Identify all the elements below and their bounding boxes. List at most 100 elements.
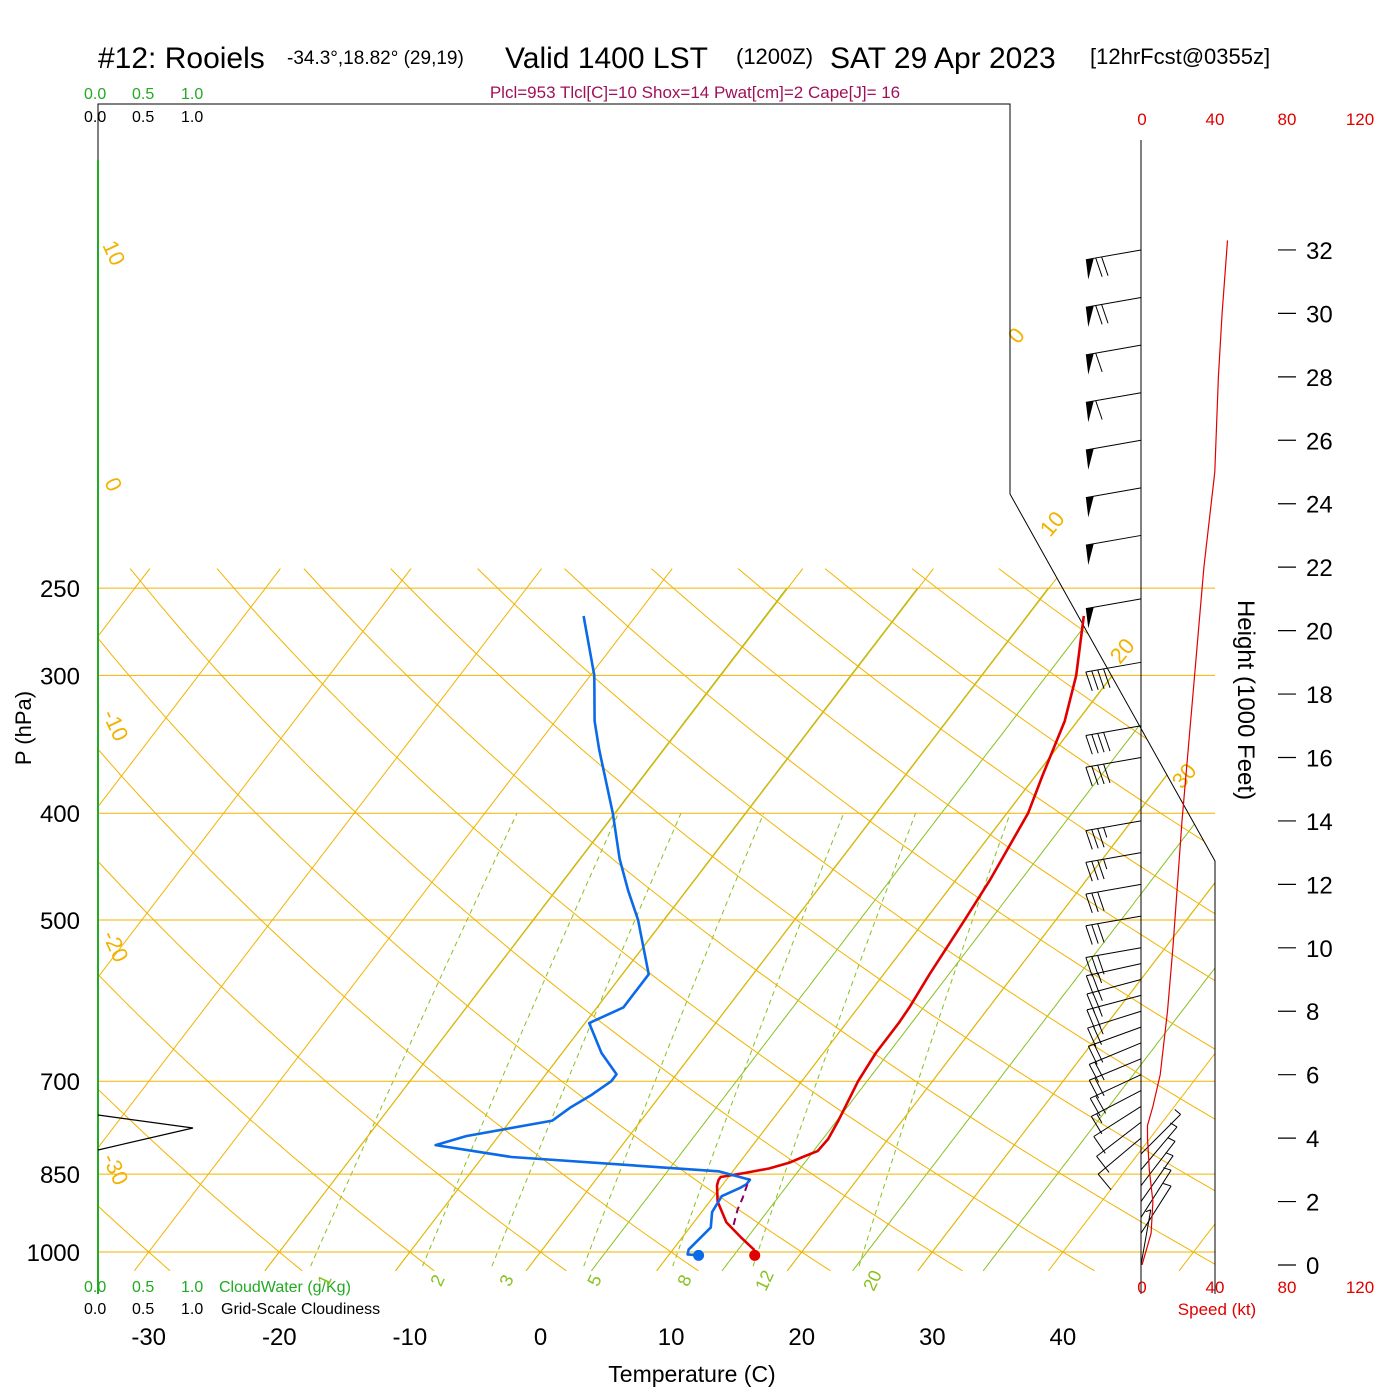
wind-barb-full	[1091, 670, 1099, 690]
isotherm-label-2: -10	[97, 706, 133, 745]
dry-adiabat-10	[98, 568, 699, 1272]
pressure-tick-400: 400	[40, 801, 80, 828]
top-black-scale-1: 0.5	[132, 109, 154, 126]
wind-barb-23	[1085, 820, 1142, 850]
wind-barb-staff	[1089, 1058, 1142, 1081]
speed-top-tick-120: 120	[1346, 110, 1374, 129]
wind-barb-full	[1097, 955, 1105, 975]
wind-barb-full	[1097, 891, 1105, 911]
pressure-axis-label: P (hPa)	[11, 691, 36, 765]
mixing-label-8: 8	[673, 1272, 695, 1290]
wind-barb-full	[1103, 732, 1111, 752]
wind-barb-11	[1089, 1074, 1142, 1117]
wind-barb-full	[1085, 975, 1094, 995]
height-tick-26: 26	[1306, 428, 1333, 455]
pressure-tick-500: 500	[40, 908, 80, 935]
dry-adiabat-30	[129, 568, 963, 1272]
wind-barb-4	[1140, 1137, 1176, 1187]
wind-barb-staff	[1093, 1105, 1142, 1137]
wind-barb-18	[1085, 963, 1142, 995]
moist-adiabat-5	[721, 587, 1215, 1272]
wind-barb-32	[1085, 344, 1142, 375]
mixing-line-12	[752, 813, 917, 1267]
dry-adiabat-160	[1259, 569, 1400, 1271]
wind-barb-staff	[1085, 820, 1142, 832]
isotherm-40	[1048, 568, 1215, 1272]
speed-axis-label: Speed (kt)	[1178, 1300, 1256, 1319]
wind-barb-full	[1085, 862, 1093, 882]
wind-barb-full	[1095, 257, 1103, 277]
wind-barb-0	[1140, 1209, 1152, 1266]
wind-barb-half	[1097, 973, 1103, 984]
height-tick-22: 22	[1306, 555, 1333, 582]
wind-barb-full	[1097, 764, 1105, 785]
wind-barb-half	[1096, 1113, 1103, 1124]
dewpoint-line	[434, 615, 752, 1257]
mixing-line-5	[583, 813, 765, 1267]
height-tick-12: 12	[1306, 872, 1333, 899]
wind-barb-staff	[1088, 1026, 1142, 1047]
wind-barb-full	[1095, 1095, 1107, 1114]
wind-barb-pennant	[1085, 448, 1094, 470]
bottom-black-scale-0: 0.0	[84, 1301, 106, 1318]
wind-barb-full	[1093, 1043, 1104, 1063]
wind-barb-pennant	[1085, 543, 1094, 565]
mixing-label-3: 3	[495, 1272, 517, 1290]
isotherm-label-6: 10	[1035, 506, 1070, 541]
title-valid: Valid 1400 LST	[505, 42, 708, 75]
pressure-tick-300: 300	[40, 663, 80, 690]
wind-barb-full	[1097, 860, 1105, 880]
wind-barb-1	[1140, 1183, 1172, 1234]
temperature-line	[715, 615, 1086, 1256]
wind-speed-line	[1141, 240, 1229, 1266]
wind-barb-full	[1091, 956, 1099, 976]
wind-barb-full	[1095, 305, 1103, 325]
wind-barb-31	[1085, 392, 1142, 423]
mixing-label-5: 5	[583, 1272, 605, 1290]
cloudiness-profile	[97, 1114, 194, 1151]
wind-barb-staff	[1085, 756, 1142, 768]
wind-barb-staff	[1085, 852, 1142, 863]
wind-barb-half	[1145, 1209, 1151, 1213]
wind-barb-3	[1140, 1152, 1174, 1202]
wind-barb-full	[1103, 763, 1111, 784]
isotherm-label-4: -30	[97, 1150, 133, 1189]
plot-frame	[97, 103, 1216, 1294]
wind-barb-staff	[1085, 439, 1142, 451]
wind-barb-24	[1085, 756, 1142, 787]
dry-adiabat-80	[564, 568, 1215, 1272]
dry-adiabat--10	[98, 568, 435, 1272]
wind-barb-full	[1086, 1009, 1095, 1029]
top-green-scale-0: 0.0	[84, 86, 106, 103]
wind-barb-staff	[1085, 883, 1142, 895]
wind-barb-full	[1091, 734, 1099, 754]
wind-barb-full	[1091, 974, 1100, 994]
title-date: SAT 29 Apr 2023	[830, 42, 1056, 75]
wind-barb-staff	[1087, 1010, 1142, 1029]
temperature-axis-label: Temperature (C)	[608, 1361, 775, 1387]
isotherm-label-1: 0	[99, 474, 127, 496]
bottom-green-scale-2: 1.0	[181, 1279, 203, 1296]
wind-barb-27	[1085, 598, 1142, 629]
wind-barb-full	[1088, 1064, 1100, 1083]
height-tick-2: 2	[1306, 1190, 1319, 1217]
height-tick-4: 4	[1306, 1126, 1319, 1153]
pressure-tick-250: 250	[40, 576, 80, 603]
wind-barb-staff	[1085, 487, 1142, 499]
wind-barb-staff	[1140, 1155, 1174, 1202]
wind-barb-full	[1094, 1077, 1105, 1097]
wind-barb-full	[1091, 766, 1099, 786]
wind-barb-33	[1085, 297, 1142, 328]
wind-barb-staff	[1085, 249, 1142, 261]
wind-barb-staff	[1085, 344, 1142, 356]
isotherm--80	[0, 569, 19, 1271]
bottom-black-scale-1: 0.5	[132, 1301, 154, 1318]
mixing-line-20	[858, 813, 1011, 1267]
mixing-label-20: 20	[859, 1267, 886, 1294]
speed-bottom-tick-40: 40	[1206, 1278, 1225, 1297]
wind-barb-staff	[1140, 1185, 1172, 1234]
wind-barb-full	[1085, 735, 1093, 755]
mixing-line-1	[310, 812, 518, 1267]
wind-barb-full	[1103, 668, 1111, 688]
wind-barb-pennant	[1085, 305, 1094, 328]
